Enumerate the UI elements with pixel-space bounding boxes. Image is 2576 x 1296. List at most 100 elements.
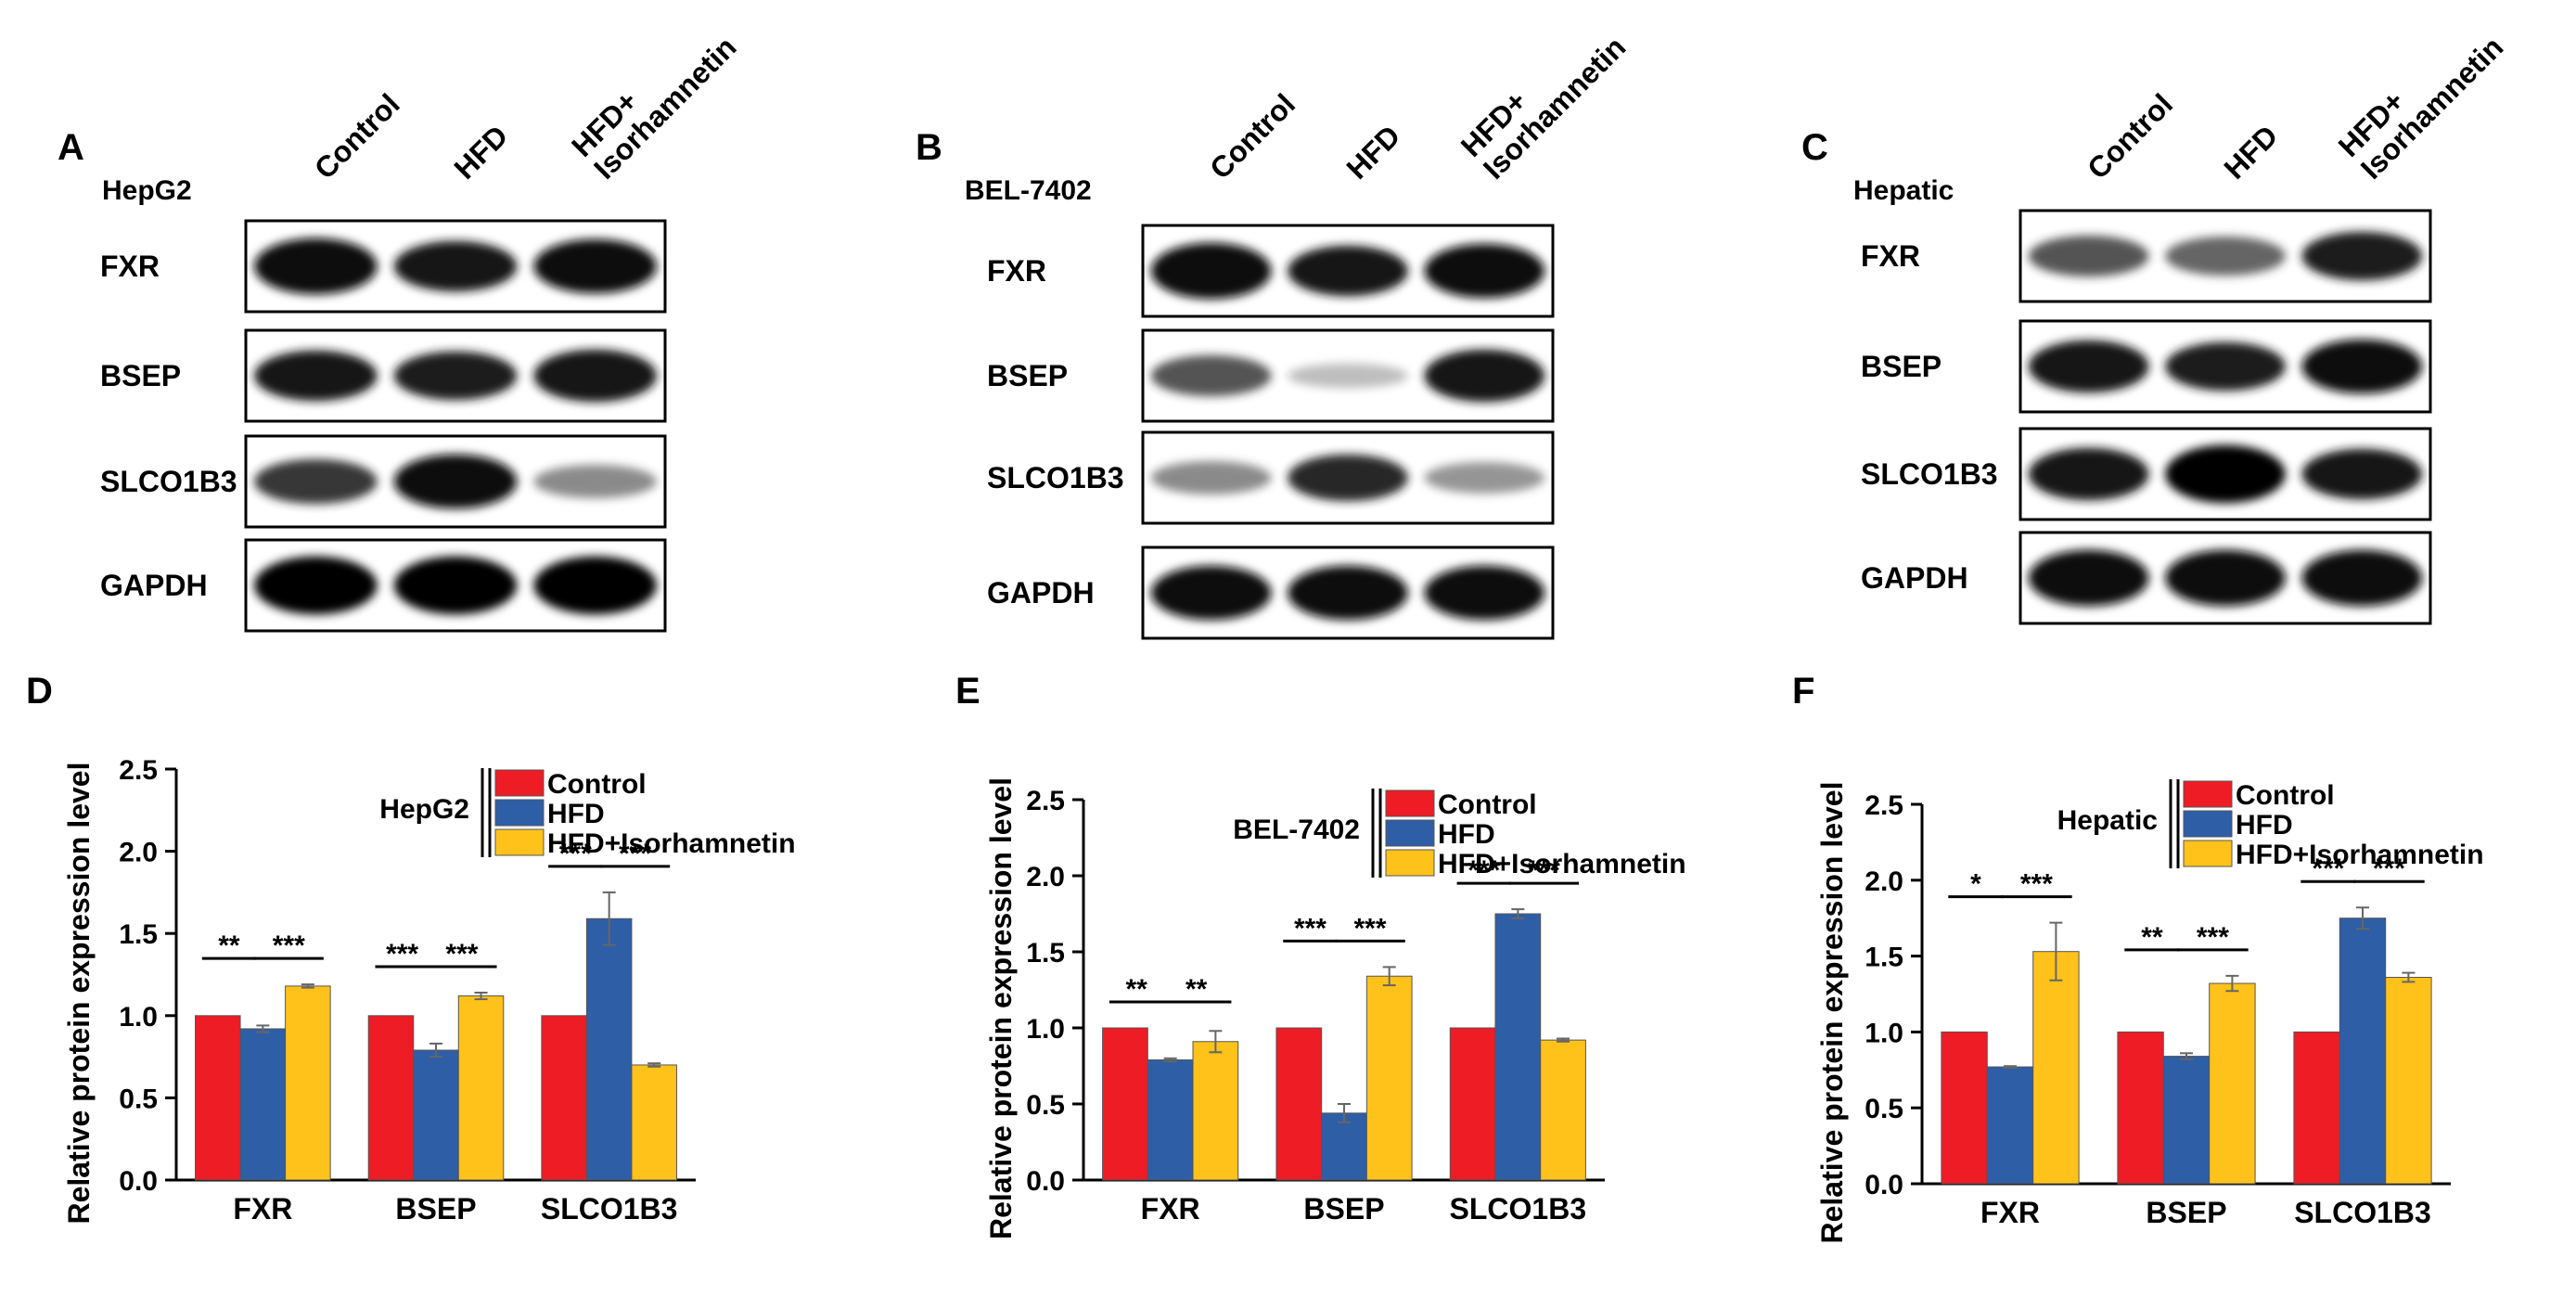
bar-hfd [1986, 1066, 2034, 1185]
lane-label-line: Control [2081, 87, 2179, 186]
protein-label: SLCO1B3 [1861, 457, 1998, 491]
bar-hfd-isorhamnetin [457, 995, 505, 1181]
y-tick-label: 2.0 [1865, 866, 1903, 897]
legend-label: HFD [2236, 810, 2293, 840]
bar-hfd-isorhamnetin [631, 1064, 677, 1181]
panel-letter: F [1792, 671, 1814, 712]
significance-label: *** [2020, 869, 2053, 900]
protein-band [1424, 565, 1545, 621]
protein-label: FXR [987, 254, 1046, 288]
protein-band [393, 454, 518, 509]
legend-label: HFD+Isorhamnetin [1438, 849, 1686, 879]
protein-band [1150, 565, 1272, 621]
protein-band [1288, 363, 1408, 389]
x-tick-label: SLCO1B3 [541, 1192, 678, 1225]
lane-label: HFD+Isorhamnetin [1455, 7, 1633, 186]
bar-hfd-isorhamnetin [1365, 975, 1413, 1181]
y-tick-label: 2.5 [1026, 786, 1065, 816]
panel-letter: C [1801, 127, 1828, 168]
lane-label: Control [308, 87, 406, 186]
legend-title: Hepatic [2057, 805, 2158, 836]
legend-swatch [494, 799, 545, 827]
bar-hfd [1147, 1059, 1194, 1181]
protein-label: BSEP [1861, 350, 1942, 383]
y-tick-label: 1.0 [119, 1002, 158, 1033]
protein-label: FXR [1861, 239, 1920, 273]
protein-band [2301, 448, 2423, 500]
protein-label: BSEP [987, 359, 1068, 392]
significance-label: * [1970, 869, 1981, 900]
lane-label: Control [2081, 87, 2179, 186]
protein-band [2301, 231, 2423, 281]
protein-band [2165, 444, 2286, 504]
legend-swatch [494, 769, 545, 797]
legend-label: HFD+Isorhamnetin [547, 828, 796, 859]
bar-hfd-isorhamnetin [2209, 982, 2256, 1185]
blot-cell-line-label: Hepatic [1853, 175, 1954, 206]
protein-band [1150, 461, 1272, 494]
protein-label: GAPDH [987, 576, 1095, 610]
lane-label-line: HFD [2217, 119, 2284, 186]
protein-band [2301, 339, 2423, 394]
x-tick-label: BSEP [2146, 1196, 2226, 1229]
lane-label-line: Control [1203, 87, 1301, 186]
protein-band [254, 350, 378, 402]
y-axis-label: Relative protein expression level [1815, 782, 1849, 1244]
significance-label: ** [2141, 922, 2163, 953]
protein-band [1150, 354, 1272, 397]
bar-control [1275, 1027, 1323, 1181]
protein-band [254, 458, 378, 505]
significance-label: *** [1467, 855, 1500, 886]
x-tick-label: BSEP [395, 1192, 476, 1225]
y-tick-label: 1.5 [1026, 938, 1065, 969]
significance-label: ** [1125, 974, 1147, 1005]
blot-panel-b: B BEL-7402 Control HFD HFD+Isorhamnetin FXR BS… [916, 7, 1633, 640]
western-blot-panels: A HepG2 Control HFD HFD+Isorhamnetin FXR BSEP S… [58, 7, 2509, 640]
protein-band [393, 556, 518, 615]
panel-letter: E [955, 671, 980, 712]
lane-label: HFD [2217, 119, 2284, 186]
legend-swatch [2183, 840, 2233, 867]
bar-hfd [239, 1028, 287, 1181]
protein-band [2028, 549, 2149, 607]
protein-band [2028, 235, 2149, 277]
significance-label: *** [2373, 853, 2405, 884]
bar-control [541, 1015, 587, 1181]
protein-label: SLCO1B3 [987, 461, 1124, 494]
legend-swatch [1385, 789, 1435, 817]
bar-hfd-isorhamnetin [2032, 951, 2080, 1185]
protein-band [2028, 340, 2149, 393]
protein-band [533, 556, 657, 615]
legend-label: HFD [1438, 819, 1495, 850]
y-tick-label: 0.0 [1865, 1170, 1903, 1200]
protein-band [1424, 349, 1545, 403]
protein-band [533, 238, 657, 294]
bar-hfd-isorhamnetin [1540, 1039, 1586, 1181]
protein-label: BSEP [100, 359, 181, 392]
protein-label: FXR [100, 250, 160, 283]
legend-label: HFD+Isorhamnetin [2236, 840, 2484, 870]
panel-letter: A [58, 127, 84, 168]
significance-label: *** [445, 939, 478, 969]
y-tick-label: 1.0 [1026, 1014, 1065, 1045]
legend-swatch [1385, 819, 1435, 847]
y-tick-label: 1.5 [1865, 943, 1903, 973]
x-tick-label: BSEP [1303, 1192, 1384, 1225]
protein-band [2301, 549, 2423, 607]
bar-hfd-isorhamnetin [2385, 977, 2432, 1185]
lane-label: HFD [1339, 119, 1406, 186]
x-tick-label: SLCO1B3 [2294, 1196, 2431, 1229]
protein-label: GAPDH [1861, 561, 1968, 595]
protein-band [2165, 341, 2286, 391]
legend-label: Control [2236, 780, 2335, 811]
protein-band [393, 351, 518, 401]
bar-hfd [2339, 917, 2387, 1185]
lane-label: HFD+Isorhamnetin [565, 7, 743, 186]
bar-control [2293, 1031, 2340, 1185]
lane-label-line: HFD [447, 119, 514, 186]
protein-band [1288, 245, 1408, 297]
y-tick-label: 2.0 [1026, 862, 1065, 892]
protein-band [1288, 565, 1408, 621]
significance-label: *** [559, 839, 592, 869]
